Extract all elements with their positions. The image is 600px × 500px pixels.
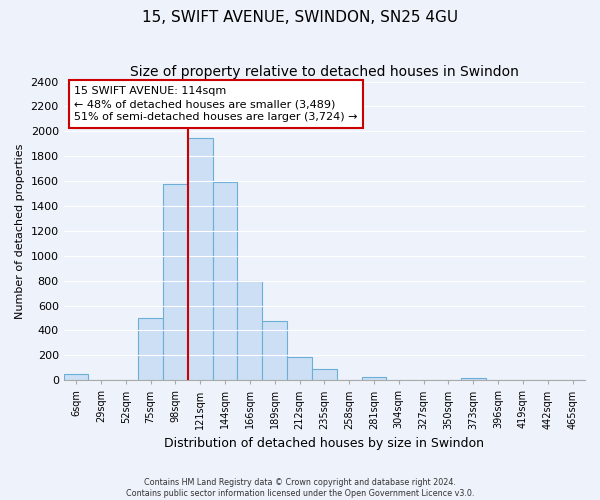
Bar xyxy=(188,138,212,380)
Text: 15, SWIFT AVENUE, SWINDON, SN25 4GU: 15, SWIFT AVENUE, SWINDON, SN25 4GU xyxy=(142,10,458,25)
Text: 15 SWIFT AVENUE: 114sqm
← 48% of detached houses are smaller (3,489)
51% of semi: 15 SWIFT AVENUE: 114sqm ← 48% of detache… xyxy=(74,86,358,122)
Bar xyxy=(461,378,485,380)
Y-axis label: Number of detached properties: Number of detached properties xyxy=(15,143,25,318)
Bar xyxy=(163,184,188,380)
Bar xyxy=(212,182,238,380)
Bar xyxy=(287,357,312,380)
X-axis label: Distribution of detached houses by size in Swindon: Distribution of detached houses by size … xyxy=(164,437,484,450)
Bar xyxy=(138,318,163,380)
Bar xyxy=(312,369,337,380)
Bar xyxy=(362,376,386,380)
Title: Size of property relative to detached houses in Swindon: Size of property relative to detached ho… xyxy=(130,65,519,79)
Bar xyxy=(238,280,262,380)
Bar xyxy=(262,321,287,380)
Text: Contains HM Land Registry data © Crown copyright and database right 2024.
Contai: Contains HM Land Registry data © Crown c… xyxy=(126,478,474,498)
Bar xyxy=(64,374,88,380)
